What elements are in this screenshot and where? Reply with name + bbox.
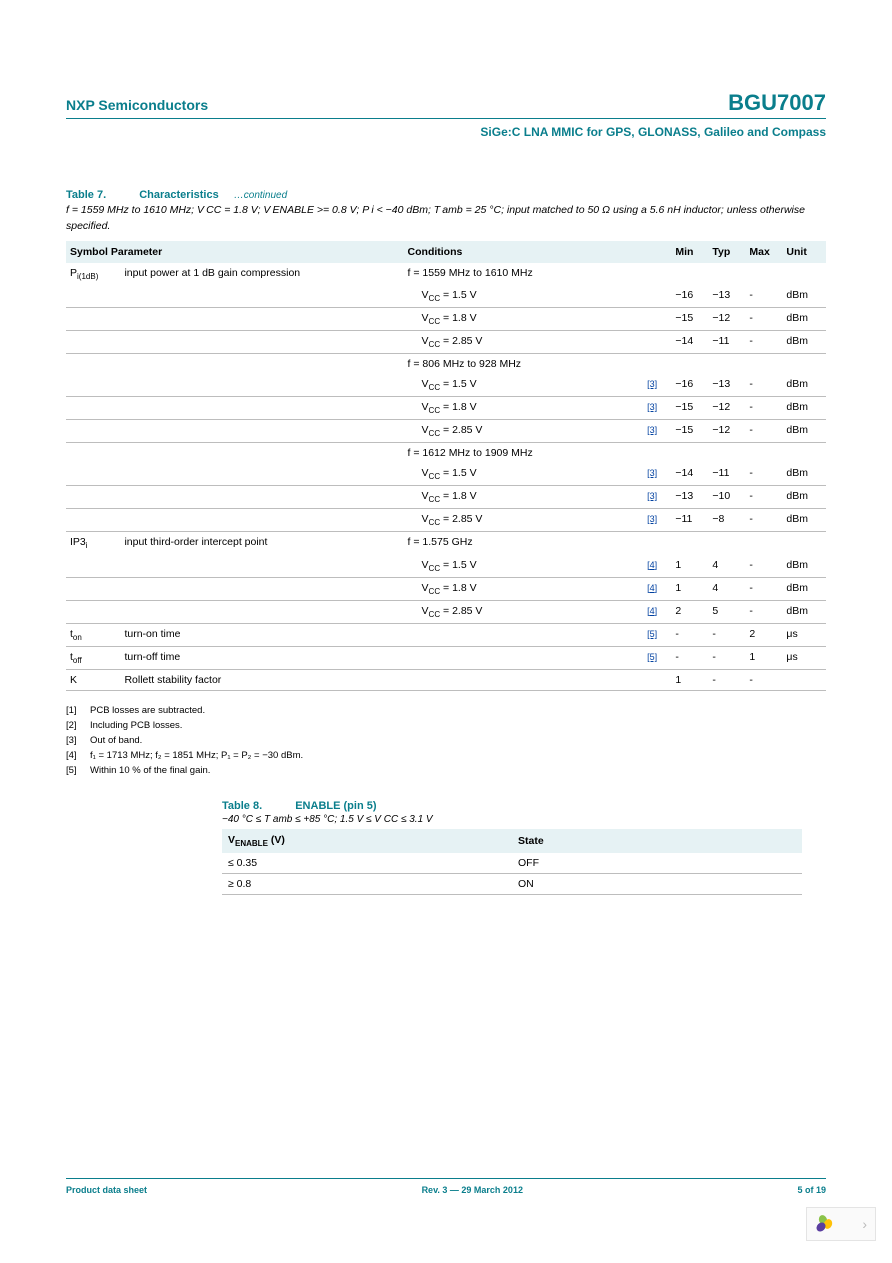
table7-title: Table 7. Characteristics …continued xyxy=(66,189,826,201)
footnote: [2]Including PCB losses. xyxy=(66,720,826,731)
logo-icon xyxy=(815,1215,833,1233)
table-row: VCC = 1.5 V[3]−14−11-dBm xyxy=(66,463,826,486)
th-symbol: Symbol xyxy=(70,246,108,258)
table8-label: Table 8. xyxy=(222,800,262,812)
table-row: VCC = 2.85 V−14−11-dBm xyxy=(66,330,826,353)
table7-continued: …continued xyxy=(234,190,287,201)
table-row: ≥ 0.8ON xyxy=(222,874,802,895)
th-max: Max xyxy=(745,241,782,263)
corner-widget[interactable]: › xyxy=(806,1207,876,1241)
th-ref xyxy=(643,241,671,263)
enable-table: VENABLE (V) State ≤ 0.35OFF≥ 0.8ON xyxy=(222,829,802,895)
footnote-ref[interactable]: [3] xyxy=(647,514,657,524)
footnote: [4]f₁ = 1713 MHz; f₂ = 1851 MHz; P₁ = P₂… xyxy=(66,750,826,761)
footnotes: [1]PCB losses are subtracted. [2]Includin… xyxy=(66,705,826,776)
table-row: tonturn-on time[5]--2μs xyxy=(66,623,826,646)
footnote-ref[interactable]: [3] xyxy=(647,425,657,435)
table8-conditions: −40 °C ≤ T amb ≤ +85 °C; 1.5 V ≤ V CC ≤ … xyxy=(222,814,802,825)
th-unit: Unit xyxy=(782,241,826,263)
table7-conditions: f = 1559 MHz to 1610 MHz; V CC = 1.8 V; … xyxy=(66,203,826,235)
table-row: Pi(1dB)input power at 1 dB gain compress… xyxy=(66,263,826,285)
th-min: Min xyxy=(671,241,708,263)
page-footer: Product data sheet Rev. 3 — 29 March 201… xyxy=(66,1178,826,1195)
footnote-ref[interactable]: [4] xyxy=(647,583,657,593)
table7-name: Characteristics xyxy=(139,189,219,201)
chevron-right-icon[interactable]: › xyxy=(862,1216,867,1232)
footnote: [3]Out of band. xyxy=(66,735,826,746)
table-row: VCC = 1.8 V[3]−13−10-dBm xyxy=(66,486,826,509)
table-row: f = 1612 MHz to 1909 MHz xyxy=(66,443,826,464)
table-row: IP3iinput third-order intercept pointf =… xyxy=(66,532,826,555)
footer-center: Rev. 3 — 29 March 2012 xyxy=(422,1185,523,1195)
part-number: BGU7007 xyxy=(728,90,826,116)
footnote-ref[interactable]: [3] xyxy=(647,379,657,389)
footnote-ref[interactable]: [4] xyxy=(647,560,657,570)
footnote-ref[interactable]: [3] xyxy=(647,491,657,501)
table-row: VCC = 1.5 V−16−13-dBm xyxy=(66,285,826,308)
th-param: Parameter xyxy=(111,246,162,258)
footer-right: 5 of 19 xyxy=(797,1185,826,1195)
table8-title: Table 8. ENABLE (pin 5) xyxy=(222,800,802,812)
table-row: VCC = 2.85 V[4]25-dBm xyxy=(66,600,826,623)
th-conditions: Conditions xyxy=(404,241,644,263)
table-row: VCC = 1.5 V[4]14-dBm xyxy=(66,555,826,578)
footnote-ref[interactable]: [5] xyxy=(647,652,657,662)
characteristics-table: Symbol Parameter Conditions Min Typ Max … xyxy=(66,241,826,692)
footnote-ref[interactable]: [5] xyxy=(647,629,657,639)
table-row: VCC = 1.8 V[4]14-dBm xyxy=(66,577,826,600)
th-typ: Typ xyxy=(708,241,745,263)
company-name: NXP Semiconductors xyxy=(66,97,208,113)
footnote: [5]Within 10 % of the final gain. xyxy=(66,765,826,776)
table-row: KRollett stability factor1-- xyxy=(66,670,826,691)
subtitle: SiGe:C LNA MMIC for GPS, GLONASS, Galile… xyxy=(66,125,826,139)
page-header: NXP Semiconductors BGU7007 xyxy=(66,90,826,119)
th-venable: VENABLE (V) xyxy=(228,834,285,846)
th-state: State xyxy=(512,829,802,853)
footer-left: Product data sheet xyxy=(66,1185,147,1195)
table-row: VCC = 1.8 V−15−12-dBm xyxy=(66,307,826,330)
footnote-ref[interactable]: [4] xyxy=(647,606,657,616)
table-row: toffturn-off time[5]--1μs xyxy=(66,646,826,669)
table-row: VCC = 1.8 V[3]−15−12-dBm xyxy=(66,396,826,419)
footnote-ref[interactable]: [3] xyxy=(647,402,657,412)
footnote: [1]PCB losses are subtracted. xyxy=(66,705,826,716)
table-row: VCC = 1.5 V[3]−16−13-dBm xyxy=(66,374,826,397)
footnote-ref[interactable]: [3] xyxy=(647,468,657,478)
table7-label: Table 7. xyxy=(66,189,106,201)
table-row: VCC = 2.85 V[3]−15−12-dBm xyxy=(66,420,826,443)
table-row: f = 806 MHz to 928 MHz xyxy=(66,353,826,374)
table8-name: ENABLE (pin 5) xyxy=(295,800,376,812)
table-row: VCC = 2.85 V[3]−11−8-dBm xyxy=(66,509,826,532)
table-row: ≤ 0.35OFF xyxy=(222,853,802,874)
